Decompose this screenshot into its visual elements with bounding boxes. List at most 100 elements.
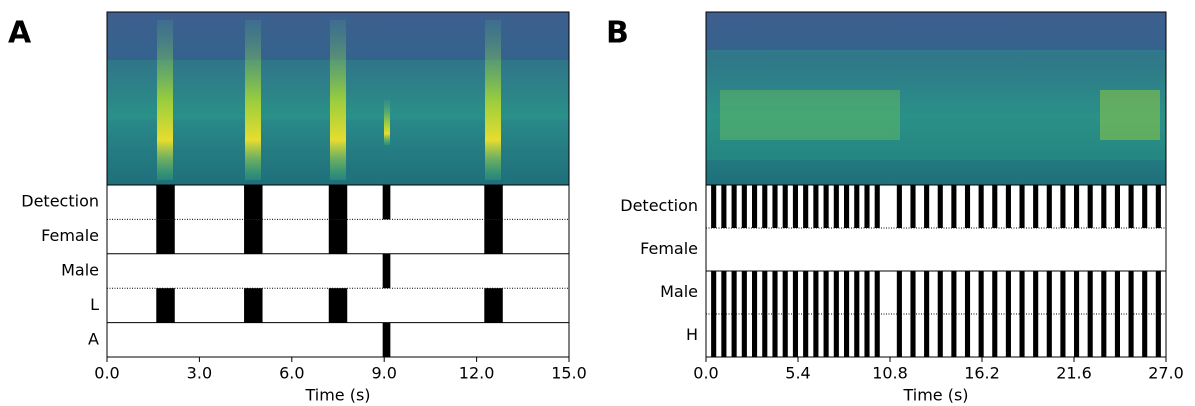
- event-segment: [910, 185, 916, 228]
- event-segment: [1019, 185, 1025, 228]
- event-segment: [813, 271, 819, 314]
- event-segment: [1074, 314, 1080, 357]
- event-segment: [484, 185, 503, 220]
- event-segment: [782, 314, 788, 357]
- event-segment: [992, 314, 998, 357]
- event-segment: [244, 185, 263, 220]
- event-segment: [964, 314, 971, 357]
- event-segment: [874, 314, 880, 357]
- event-segment: [896, 185, 902, 228]
- event-segment: [1046, 314, 1052, 357]
- event-segment: [1155, 185, 1161, 228]
- event-segment: [1101, 314, 1107, 357]
- event-segment: [1019, 271, 1025, 314]
- event-segment: [1114, 314, 1120, 357]
- event-segment: [382, 322, 391, 357]
- event-segment: [1087, 271, 1093, 314]
- event-segment: [721, 314, 727, 357]
- event-segment: [978, 314, 984, 357]
- event-segment: [924, 314, 930, 357]
- event-segment: [1114, 271, 1120, 314]
- track-label: Female: [640, 239, 698, 258]
- event-segment: [156, 219, 175, 254]
- event-segment: [1155, 271, 1161, 314]
- event-segment: [813, 314, 819, 357]
- track-label: H: [686, 325, 698, 344]
- event-segment: [711, 271, 717, 314]
- event-segment: [1005, 271, 1011, 314]
- x-tick-label: 12.0: [459, 364, 495, 383]
- event-segment: [910, 271, 916, 314]
- event-segment: [833, 271, 839, 314]
- event-segment: [964, 185, 971, 228]
- event-segment: [484, 219, 503, 254]
- event-segment: [964, 271, 971, 314]
- event-segment: [382, 253, 391, 289]
- event-segment: [752, 271, 758, 314]
- x-tick-label: 15.0: [551, 364, 587, 383]
- event-segment: [792, 314, 798, 357]
- event-segment: [1087, 314, 1093, 357]
- event-segment: [864, 314, 870, 357]
- panel-letter: A: [8, 16, 32, 51]
- panel-letter: B: [606, 16, 629, 51]
- event-segment: [1033, 314, 1039, 357]
- event-segment: [711, 185, 717, 228]
- x-tick-label: 3.0: [187, 364, 212, 383]
- event-segment: [937, 271, 943, 314]
- event-segment: [813, 185, 819, 228]
- x-tick-label: 0.0: [94, 364, 119, 383]
- event-segment: [854, 271, 860, 314]
- event-segment: [1046, 185, 1052, 228]
- event-segment: [1046, 271, 1052, 314]
- event-segment: [1101, 271, 1107, 314]
- x-tick-label: 16.2: [964, 364, 1000, 383]
- event-segment: [156, 288, 175, 323]
- track-label: Male: [660, 282, 698, 301]
- event-segment: [772, 271, 778, 314]
- event-segment: [823, 314, 829, 357]
- event-segment: [772, 314, 778, 357]
- event-segment: [978, 271, 984, 314]
- event-segment: [244, 219, 263, 254]
- event-segment: [803, 314, 809, 357]
- event-segment: [731, 314, 737, 357]
- spectrogram-b: [706, 12, 1166, 185]
- event-segment: [1128, 271, 1134, 314]
- event-segment: [782, 185, 788, 228]
- event-segment: [874, 271, 880, 314]
- event-segment: [731, 185, 737, 228]
- x-tick-label: 10.8: [872, 364, 908, 383]
- event-segment: [1074, 185, 1080, 228]
- event-segment: [854, 185, 860, 228]
- x-tick-label: 27.0: [1148, 364, 1184, 383]
- track-label: Detection: [620, 196, 698, 215]
- event-segment: [244, 288, 263, 323]
- event-segment: [951, 185, 957, 228]
- event-segment: [762, 185, 768, 228]
- x-tick-label: 9.0: [371, 364, 396, 383]
- event-segment: [924, 185, 930, 228]
- event-segment: [937, 185, 943, 228]
- event-segment: [1005, 185, 1011, 228]
- track-label: Female: [41, 226, 99, 245]
- event-segment: [924, 271, 930, 314]
- event-segment: [1142, 271, 1148, 314]
- event-segment: [874, 185, 880, 228]
- spectrogram-a: [107, 12, 569, 185]
- event-segment: [762, 314, 768, 357]
- event-segment: [156, 185, 175, 220]
- event-segment: [1142, 185, 1148, 228]
- event-segment: [782, 271, 788, 314]
- event-segment: [823, 271, 829, 314]
- x-tick-label: 0.0: [693, 364, 718, 383]
- event-segment: [382, 185, 391, 220]
- event-segment: [1060, 185, 1066, 228]
- track-label: Male: [61, 261, 99, 280]
- event-segment: [992, 185, 998, 228]
- event-segment: [864, 271, 870, 314]
- x-axis-label: Time (s): [304, 386, 370, 405]
- track-label: L: [90, 295, 99, 314]
- event-segment: [731, 271, 737, 314]
